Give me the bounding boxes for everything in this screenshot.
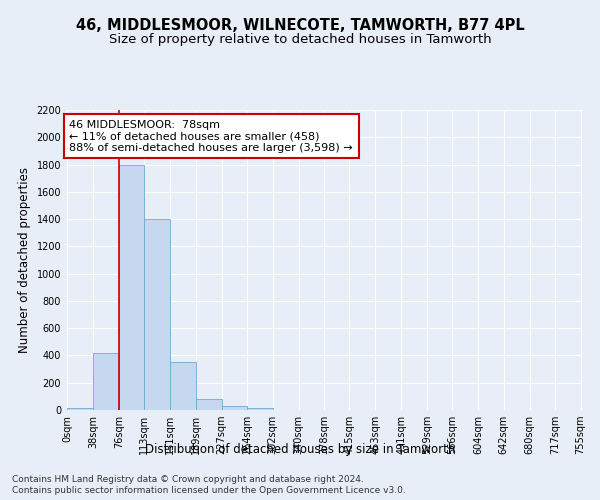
Text: Contains HM Land Registry data © Crown copyright and database right 2024.: Contains HM Land Registry data © Crown c…: [12, 475, 364, 484]
Bar: [170, 362, 196, 410]
Text: Size of property relative to detached houses in Tamworth: Size of property relative to detached ho…: [109, 32, 491, 46]
Y-axis label: Number of detached properties: Number of detached properties: [18, 167, 31, 353]
Bar: [221, 406, 247, 410]
Text: Distribution of detached houses by size in Tamworth: Distribution of detached houses by size …: [145, 442, 455, 456]
Bar: [93, 352, 119, 410]
Text: Contains public sector information licensed under the Open Government Licence v3: Contains public sector information licen…: [12, 486, 406, 495]
Text: 46, MIDDLESMOOR, WILNECOTE, TAMWORTH, B77 4PL: 46, MIDDLESMOOR, WILNECOTE, TAMWORTH, B7…: [76, 18, 524, 32]
Bar: [196, 399, 221, 410]
Bar: [144, 219, 170, 410]
Text: 46 MIDDLESMOOR:  78sqm
← 11% of detached houses are smaller (458)
88% of semi-de: 46 MIDDLESMOOR: 78sqm ← 11% of detached …: [70, 120, 353, 152]
Bar: [119, 164, 144, 410]
Bar: [67, 408, 93, 410]
Bar: [247, 408, 272, 410]
